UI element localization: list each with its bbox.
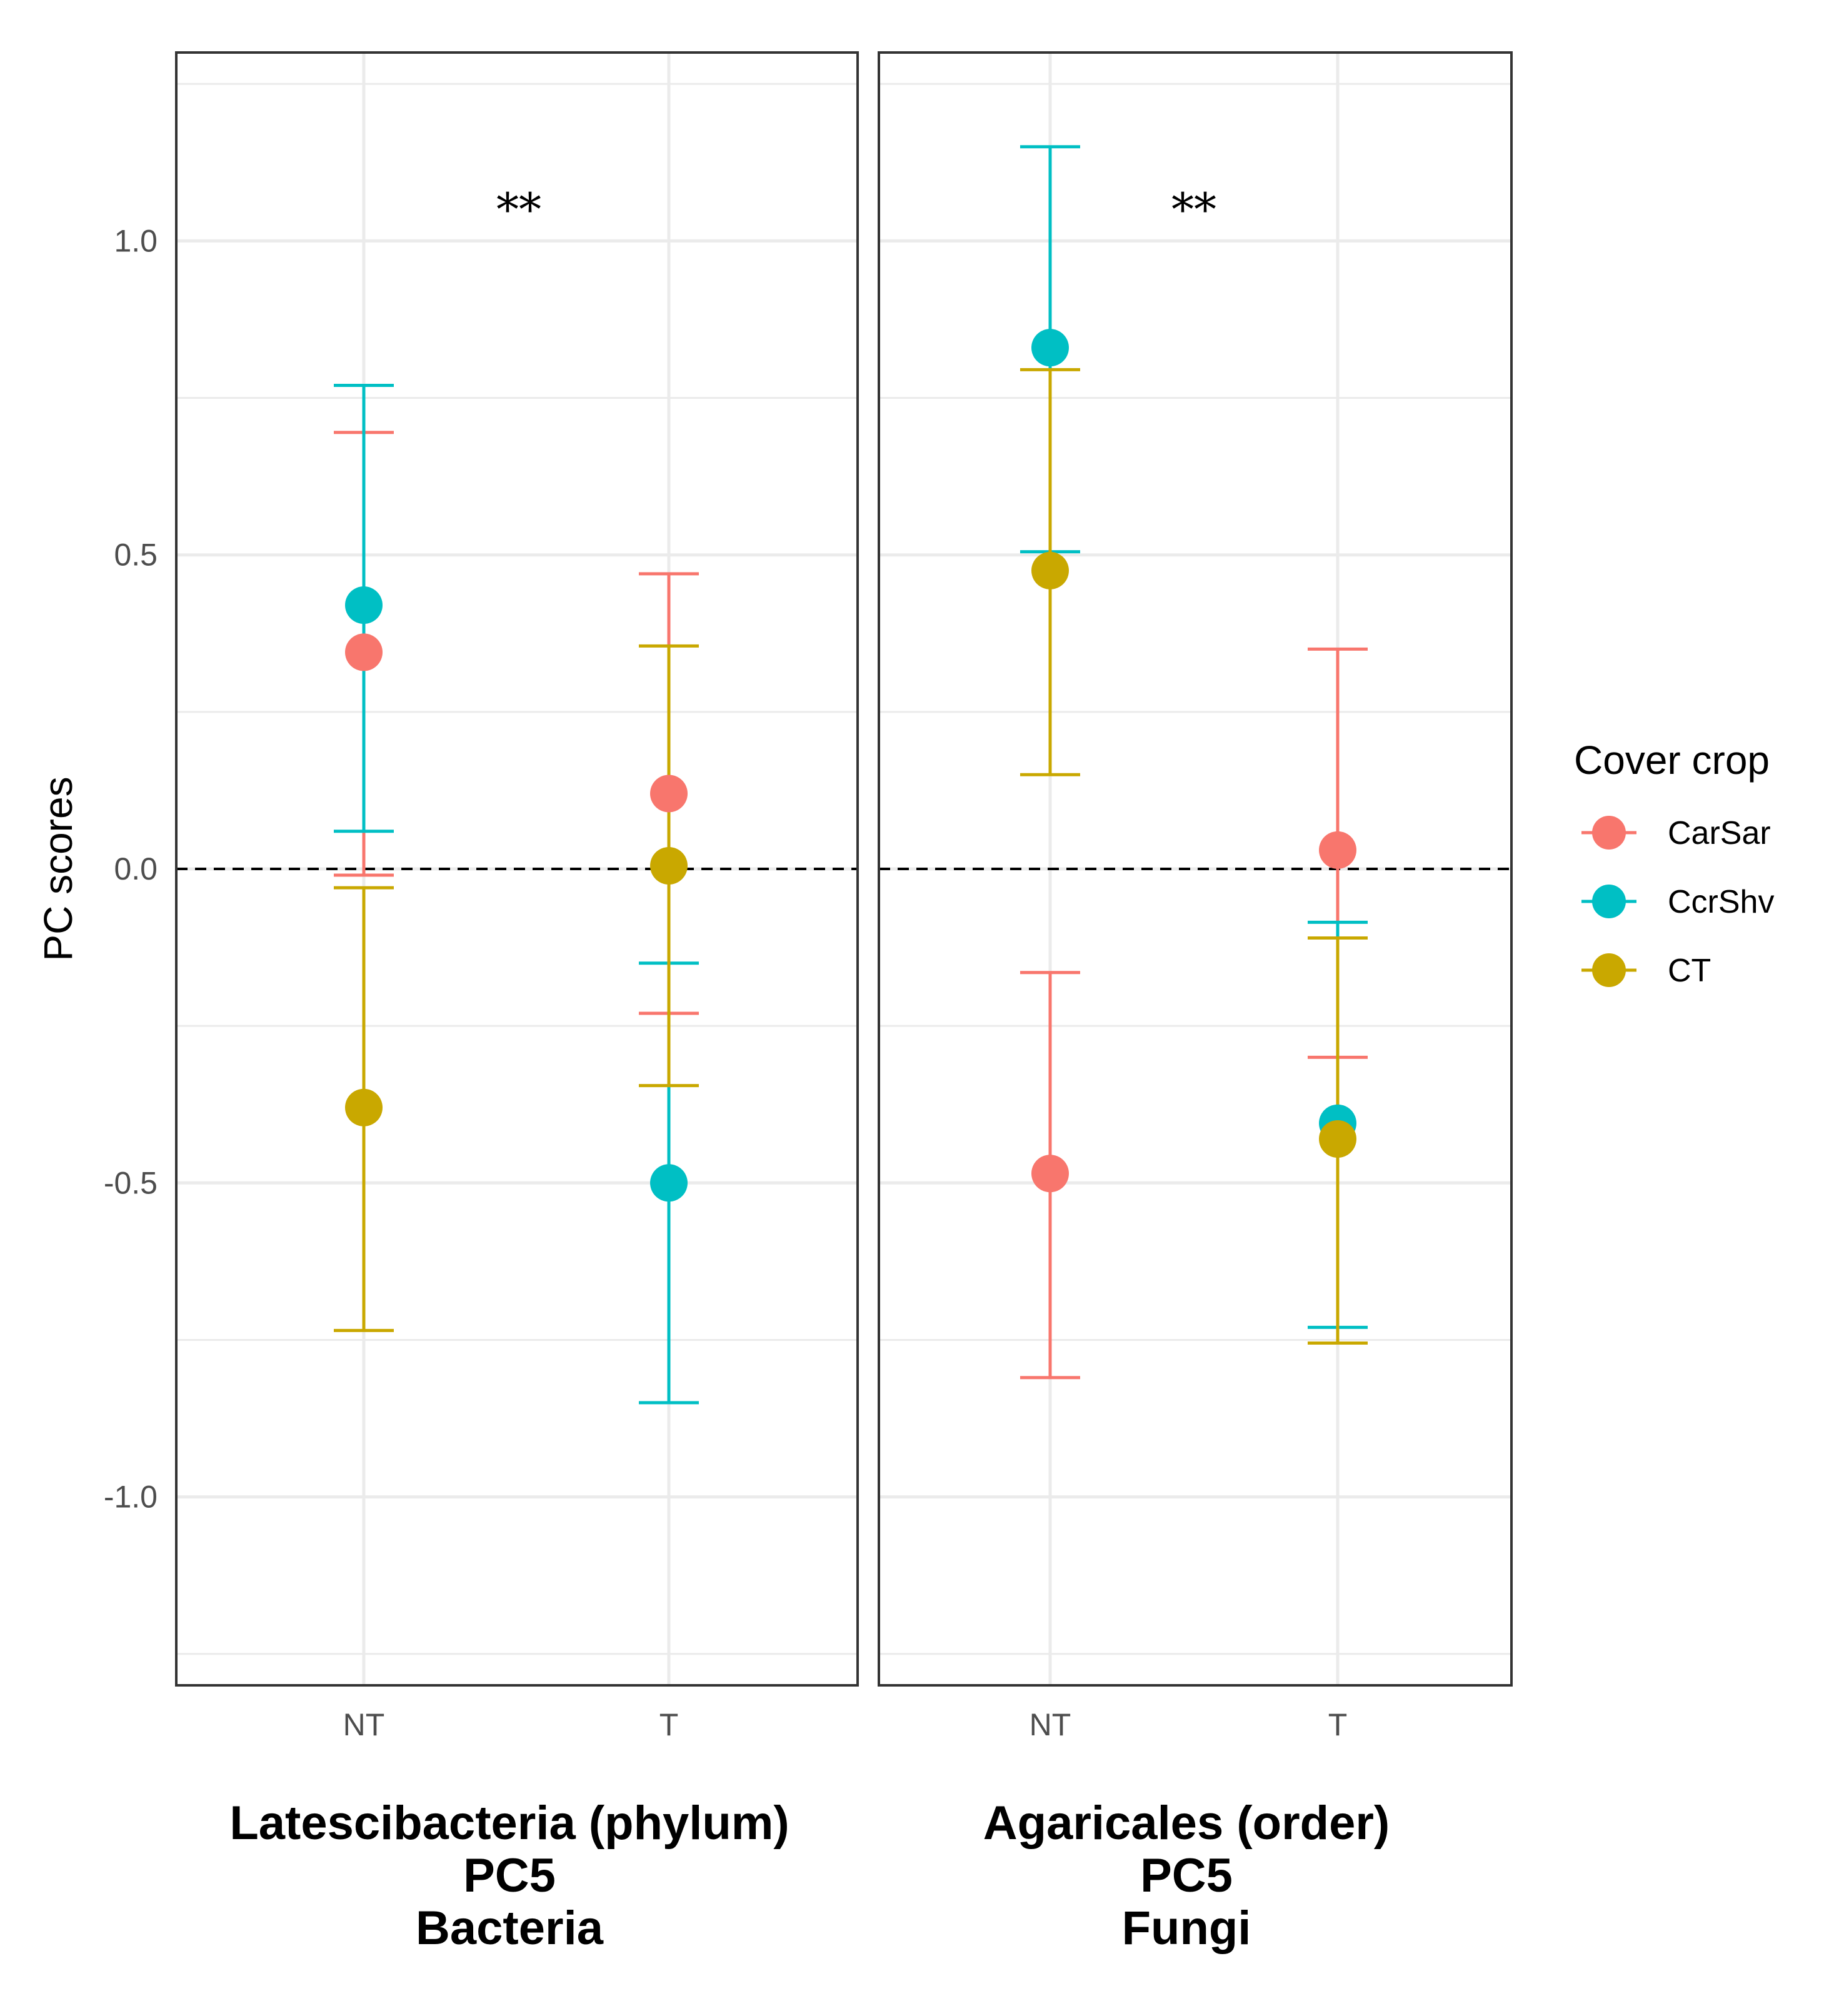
legend-label: CT — [1668, 953, 1711, 989]
point-ct-t — [1319, 1120, 1356, 1158]
y-tick-label: 0.5 — [114, 538, 158, 573]
legend-key-point — [1592, 953, 1626, 987]
facet-panel-bacteria: ** NT T Latescibacteria (phylum) PC5 Bac… — [175, 51, 859, 1955]
x-tick-label-nt: NT — [343, 1707, 385, 1742]
point-carsar-nt — [345, 633, 383, 671]
legend-key-point — [1592, 885, 1626, 918]
facet-panel-fungi: ** NT T Agaricales (order) PC5 Fungi — [878, 51, 1513, 1955]
legend-title: Cover crop — [1574, 738, 1770, 783]
legend-label: CcrShv — [1668, 884, 1774, 920]
legend-label: CarSar — [1668, 815, 1771, 851]
legend: Cover crop CarSar CcrShv CT — [1574, 738, 1774, 989]
point-ct-nt — [1031, 551, 1069, 589]
panel-border — [175, 51, 859, 1687]
point-carsar-nt — [1031, 1155, 1069, 1193]
legend-key-point — [1592, 816, 1626, 850]
facet-label-line-3: Fungi — [1122, 1902, 1251, 1955]
facet-label-line-2: PC5 — [1140, 1849, 1233, 1902]
facet-label-line-1: Latescibacteria (phylum) — [229, 1797, 789, 1850]
points — [345, 586, 688, 1202]
point-ct-t — [650, 846, 688, 885]
legend-entry-ct: CT — [1581, 953, 1711, 989]
legend-entry-carsar: CarSar — [1581, 815, 1771, 851]
significance-annotation: ** — [1171, 183, 1216, 236]
facet-label-line-2: PC5 — [463, 1849, 556, 1902]
errorbars — [334, 383, 699, 1405]
y-tick-label: 0.0 — [114, 851, 158, 886]
x-tick-label-t: T — [659, 1707, 679, 1742]
facet-label-line-1: Agaricales (order) — [983, 1797, 1390, 1850]
point-ccrshv-nt — [345, 586, 383, 624]
x-tick-label-t: T — [1328, 1707, 1348, 1742]
point-carsar-t — [650, 775, 688, 813]
point-ct-nt — [345, 1088, 383, 1126]
y-axis-title: PC scores — [36, 776, 81, 961]
y-tick-label: -1.0 — [104, 1480, 158, 1515]
point-ccrshv-nt — [1031, 329, 1069, 367]
point-carsar-t — [1319, 831, 1356, 869]
legend-entry-ccrshv: CcrShv — [1581, 884, 1774, 920]
y-tick-label: 1.0 — [114, 223, 158, 258]
panel-border — [878, 51, 1513, 1687]
significance-annotation: ** — [496, 183, 541, 236]
y-tick-labels: 1.0 0.5 0.0 -0.5 -1.0 — [104, 223, 158, 1514]
x-tick-label-nt: NT — [1030, 1707, 1071, 1742]
points — [1031, 329, 1356, 1193]
facet-label-line-3: Bacteria — [416, 1902, 604, 1955]
errorbars — [1020, 145, 1368, 1380]
point-ccrshv-t — [650, 1164, 688, 1202]
y-tick-label: -0.5 — [104, 1165, 158, 1200]
